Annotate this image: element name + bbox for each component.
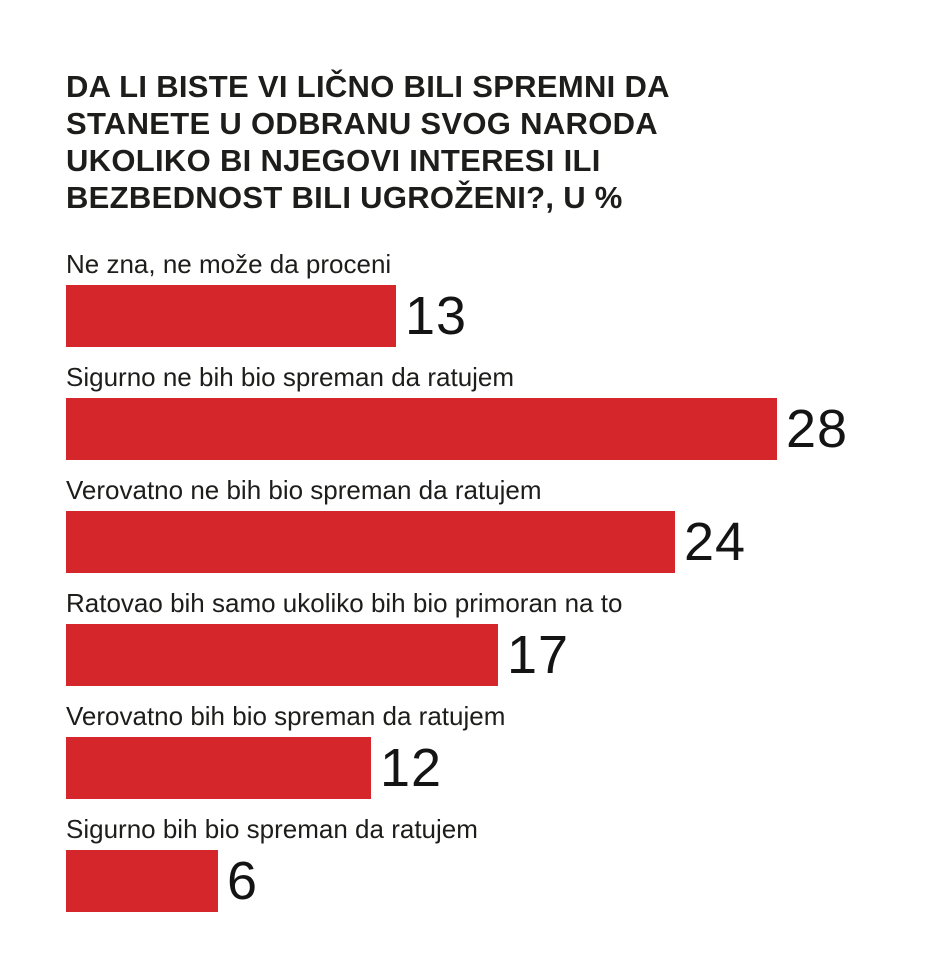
chart-title: DA LI BISTE VI LIČNO BILI SPREMNI DA STA… [66, 68, 900, 216]
bar-line: 6 [66, 850, 900, 912]
bar-value-label: 6 [227, 851, 259, 911]
chart-title-line: BEZBEDNOST BILI UGROŽENI?, U % [66, 180, 623, 215]
chart-content: DA LI BISTE VI LIČNO BILI SPREMNI DA STA… [66, 68, 900, 912]
bar-value-label: 17 [507, 625, 570, 685]
bar [66, 624, 498, 686]
bar-row: Sigurno ne bih bio spreman da ratujem 28 [66, 362, 900, 460]
category-label: Ratovao bih samo ukoliko bih bio primora… [66, 588, 623, 618]
bar-row: Ne zna, ne može da proceni 13 [66, 249, 900, 347]
bar-line: 12 [66, 737, 900, 799]
category-label: Verovatno ne bih bio spreman da ratujem [66, 475, 542, 505]
bar-row: Verovatno ne bih bio spreman da ratujem … [66, 475, 900, 573]
chart-title-line: UKOLIKO BI NJEGOVI INTERESI ILI [66, 143, 601, 178]
category-label: Sigurno bih bio spreman da ratujem [66, 814, 478, 844]
category-label: Verovatno bih bio spreman da ratujem [66, 701, 506, 731]
bar-value-label: 28 [786, 399, 849, 459]
bar-row: Verovatno bih bio spreman da ratujem 12 [66, 701, 900, 799]
bar-line: 28 [66, 398, 900, 460]
bar-row: Sigurno bih bio spreman da ratujem 6 [66, 814, 900, 912]
bar-line: 24 [66, 511, 900, 573]
bar-value-label: 24 [684, 512, 747, 572]
bar [66, 398, 777, 460]
bar-value-label: 12 [380, 738, 443, 798]
chart-title-line: STANETE U ODBRANU SVOG NARODA [66, 106, 658, 141]
bar-line: 13 [66, 285, 900, 347]
bar-row: Ratovao bih samo ukoliko bih bio primora… [66, 588, 900, 686]
category-label: Ne zna, ne može da proceni [66, 249, 392, 279]
category-label: Sigurno ne bih bio spreman da ratujem [66, 362, 515, 392]
bar-value-label: 13 [405, 286, 468, 346]
bar [66, 511, 675, 573]
bar [66, 737, 371, 799]
chart-title-line: DA LI BISTE VI LIČNO BILI SPREMNI DA [66, 69, 670, 104]
bar [66, 850, 218, 912]
bar [66, 285, 396, 347]
bar-line: 17 [66, 624, 900, 686]
